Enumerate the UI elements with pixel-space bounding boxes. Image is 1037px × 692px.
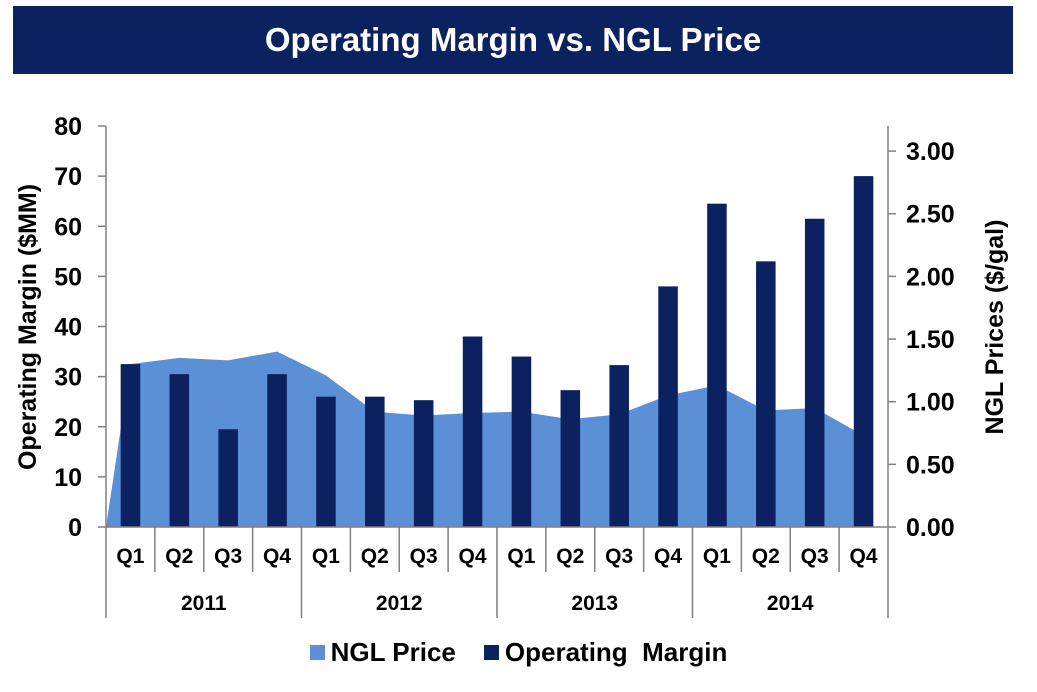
legend: NGL Price Operating Margin — [0, 637, 1037, 668]
y-tick-label: 40 — [54, 314, 82, 342]
operating-margin-bar — [756, 261, 776, 527]
x-tick-label: Q1 — [507, 545, 535, 568]
x-group-label: 2012 — [376, 592, 423, 615]
x-group-label: 2011 — [181, 592, 227, 615]
y-tick-label: 0 — [68, 514, 82, 542]
operating-margin-bar — [365, 396, 385, 527]
operating-margin-bar — [658, 286, 678, 527]
operating-margin-bar — [609, 365, 629, 527]
y-tick-label: 20 — [54, 414, 82, 442]
y-tick-label: 30 — [54, 364, 82, 392]
y2-tick-label: 0.50 — [906, 451, 955, 479]
operating-margin-bar — [560, 390, 581, 527]
operating-margin-bar — [462, 336, 483, 527]
operating-margin-bar — [120, 364, 141, 527]
x-tick-label: Q3 — [605, 545, 633, 568]
operating-margin-bar — [804, 218, 825, 527]
x-tick-label: Q1 — [116, 545, 144, 568]
x-tick-label: Q3 — [410, 545, 438, 568]
operating-margin-bar — [511, 356, 532, 527]
x-tick-label: Q4 — [654, 545, 682, 568]
axes-layer: 0 10 20 30 40 50 60 70 80 0.00 0.50 1.00 1.50 2.00 2.5… — [54, 113, 955, 618]
y-tick-label: 10 — [54, 464, 82, 492]
x-group-label: 2013 — [571, 592, 618, 615]
x-tick-label: Q2 — [752, 545, 780, 568]
legend-item-ngl-price: NGL Price — [309, 637, 456, 668]
y2-tick-label: 1.50 — [906, 326, 955, 354]
x-tick-label: Q1 — [703, 545, 731, 568]
y2-tick-label: 3.00 — [906, 138, 955, 166]
y-tick-label: 70 — [54, 163, 82, 191]
y2-tick-label: 1.00 — [906, 389, 955, 417]
x-tick-label: Q4 — [850, 545, 878, 568]
x-tick-label: Q2 — [165, 545, 193, 568]
y-tick-label: 50 — [54, 263, 82, 291]
y2-tick-label: 2.00 — [906, 263, 955, 291]
operating-margin-bar — [169, 374, 190, 527]
operating-margin-bar — [218, 429, 238, 527]
x-tick-label: Q4 — [263, 545, 291, 568]
x-tick-label: Q3 — [214, 545, 242, 568]
legend-swatch-operating-margin — [483, 645, 499, 660]
y-axis-label: Operating Margin ($MM) — [14, 184, 42, 470]
operating-margin-bar — [853, 176, 874, 527]
y-tick-label: 80 — [54, 113, 82, 141]
legend-label-ngl-price: NGL Price — [330, 637, 456, 667]
operating-margin-bar — [707, 203, 727, 527]
legend-label-operating-margin: Operating Margin — [504, 637, 728, 667]
x-tick-label: Q2 — [556, 545, 584, 568]
legend-swatch-ngl-price — [309, 645, 325, 660]
operating-margin-bar — [267, 374, 287, 527]
y-tick-label: 60 — [54, 213, 82, 241]
operating-margin-bar — [413, 400, 434, 527]
x-tick-label: Q2 — [361, 545, 389, 568]
title-banner: Operating Margin vs. NGL Price — [13, 6, 1013, 74]
operating-margin-bar — [316, 396, 336, 527]
x-tick-label: Q1 — [312, 545, 340, 568]
margin-bar-layer — [120, 176, 874, 527]
y2-axis-label: NGL Prices ($/gal) — [981, 220, 1009, 435]
x-group-label: 2014 — [767, 592, 814, 615]
legend-item-operating-margin: Operating Margin — [483, 637, 728, 668]
y2-tick-label: 2.50 — [906, 201, 955, 229]
chart-title: Operating Margin vs. NGL Price — [264, 21, 762, 58]
x-tick-label: Q4 — [459, 545, 487, 568]
y2-tick-label: 0.00 — [906, 514, 955, 542]
x-tick-label: Q3 — [801, 545, 829, 568]
